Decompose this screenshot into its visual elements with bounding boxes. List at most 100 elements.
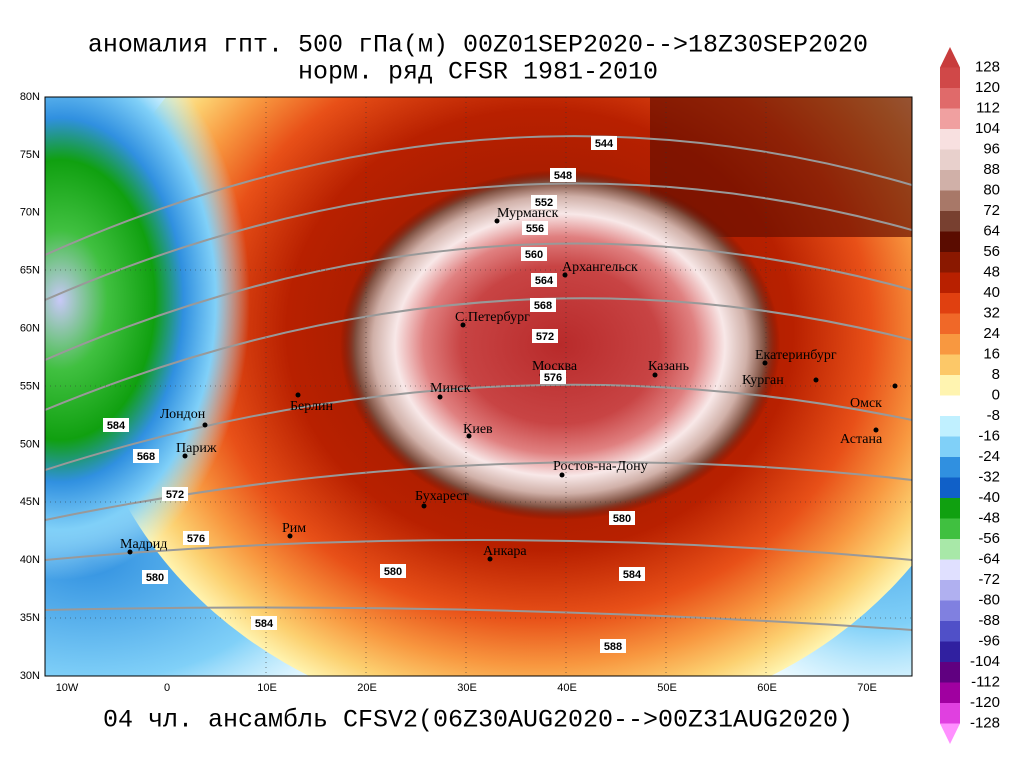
- contour-label-box: [521, 247, 547, 261]
- city-label: Астана: [840, 432, 883, 447]
- city-label: Омск: [850, 396, 882, 411]
- colorbar-swatch: [940, 641, 960, 662]
- colorbar-label: 104: [975, 120, 1000, 137]
- colorbar-label: -80: [978, 591, 1000, 608]
- colorbar-swatch: [940, 457, 960, 478]
- city-label: Лондон: [160, 407, 206, 422]
- city-label: Екатеринбург: [755, 348, 837, 363]
- contour-label: 572: [536, 331, 554, 343]
- colorbar-label: 56: [983, 243, 1000, 260]
- colorbar-label: -56: [978, 530, 1000, 547]
- contour-label-box: [531, 273, 557, 287]
- colorbar-swatch: [940, 252, 960, 273]
- colorbar-label: 96: [983, 140, 1000, 157]
- contour-label-box: [380, 564, 406, 578]
- contour-label-box: [251, 616, 277, 630]
- lat-label: 35N: [20, 612, 40, 624]
- colorbar-swatch: [940, 231, 960, 252]
- city-label: Бухарест: [415, 489, 469, 504]
- colorbar-arrow: [940, 47, 960, 68]
- city-label: С.Петербург: [455, 310, 530, 325]
- colorbar-swatch: [940, 416, 960, 437]
- city-dot: [562, 272, 568, 278]
- city-label: Киев: [463, 422, 493, 437]
- lat-label: 80N: [20, 91, 40, 103]
- colorbar-label: -16: [978, 427, 1000, 444]
- contour-label: 584: [107, 420, 126, 432]
- colorbar-swatch: [940, 477, 960, 498]
- colorbar-label: 72: [983, 202, 1000, 219]
- city-dot: [559, 472, 565, 478]
- colorbar-label: -64: [978, 550, 1000, 567]
- city-label: Минск: [430, 381, 471, 396]
- colorbar-swatch: [940, 559, 960, 580]
- city-dot: [873, 427, 879, 433]
- contour-label: 576: [544, 372, 562, 384]
- colorbar-label: -120: [970, 694, 1000, 711]
- colorbar-label: -88: [978, 612, 1000, 629]
- colorbar-label: -24: [978, 448, 1000, 465]
- contour-label: 580: [613, 513, 631, 525]
- subtitle: норм. ряд CFSR 1981-2010: [298, 58, 658, 87]
- city-dot: [421, 503, 427, 509]
- contour-label-box: [530, 298, 556, 312]
- city-dot: [762, 360, 768, 366]
- colorbar-swatch: [940, 190, 960, 211]
- lat-label: 65N: [20, 265, 40, 277]
- colorbar-arrow: [940, 723, 960, 744]
- city-dot: [437, 394, 443, 400]
- lat-label: 45N: [20, 496, 40, 508]
- lon-label: 70E: [857, 682, 877, 694]
- lat-label: 70N: [20, 207, 40, 219]
- colorbar-label: -96: [978, 632, 1000, 649]
- contour-label: 544: [595, 138, 614, 150]
- colorbar-label: 48: [983, 263, 1000, 280]
- city-dot: [466, 433, 472, 439]
- colorbar-swatch: [940, 211, 960, 232]
- city-dot: [287, 533, 293, 539]
- colorbar-label: 16: [983, 345, 1000, 362]
- colorbar-label: 128: [975, 58, 1000, 75]
- city-label: Рим: [282, 521, 306, 536]
- map-frame: [44, 96, 913, 677]
- colorbar-swatch: [940, 375, 960, 396]
- lat-label: 30N: [20, 670, 40, 682]
- colorbar-label: 120: [975, 79, 1000, 96]
- city-dot: [813, 377, 819, 383]
- colorbar-swatch: [940, 170, 960, 191]
- lon-label: 40E: [557, 682, 577, 694]
- colorbar-label: -8: [987, 407, 1000, 424]
- colorbar-swatch: [940, 580, 960, 601]
- colorbar-label: 24: [983, 325, 1000, 342]
- lat-label: 50N: [20, 438, 40, 450]
- colorbar-label: -104: [970, 653, 1000, 670]
- colorbar-label: -128: [970, 714, 1000, 731]
- city-dot: [295, 392, 301, 398]
- contour-label: 584: [623, 569, 642, 581]
- colorbar-label: 88: [983, 161, 1000, 178]
- caption: 04 чл. ансамбль CFSV2(06Z30AUG2020-->00Z…: [103, 706, 853, 735]
- contour-label-box: [600, 639, 626, 653]
- contour-label-box: [591, 136, 617, 150]
- lon-label: 0: [164, 682, 170, 694]
- lat-label: 75N: [20, 149, 40, 161]
- colorbar-label: 8: [992, 366, 1000, 383]
- contour-label: 564: [535, 275, 554, 287]
- colorbar-label: -112: [971, 673, 1000, 690]
- contour-label: 552: [535, 197, 553, 209]
- colorbar-swatch: [940, 436, 960, 457]
- contour-label: 580: [384, 566, 402, 578]
- colorbar-label: 64: [983, 222, 1000, 239]
- city-label: Париж: [176, 441, 217, 456]
- lat-label: 55N: [20, 380, 40, 392]
- colorbar-swatch: [940, 272, 960, 293]
- colorbar-label: 40: [983, 284, 1000, 301]
- contour-label-box: [142, 570, 168, 584]
- city-label: Мурманск: [497, 206, 559, 221]
- colorbar-swatch: [940, 682, 960, 703]
- colorbar-swatch: [940, 334, 960, 355]
- lat-label: 60N: [20, 323, 40, 335]
- city-dot: [202, 422, 208, 428]
- contour-label-box: [532, 329, 558, 343]
- colorbar-swatch: [940, 129, 960, 150]
